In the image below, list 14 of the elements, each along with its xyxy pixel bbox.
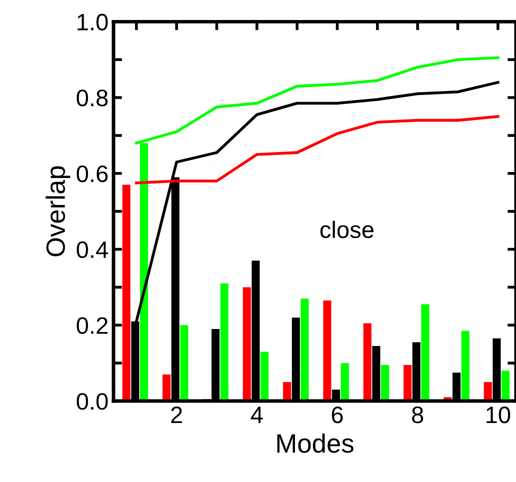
x-tick-label: 6 <box>332 406 343 424</box>
annotation: close <box>320 220 374 238</box>
text: 0.0 <box>76 393 108 410</box>
x-tick-label: 8 <box>412 406 424 424</box>
x-tick-label: 4 <box>250 406 263 423</box>
y-tick-label: 1.0 <box>78 14 108 30</box>
x-axis-title: Modes <box>277 433 354 453</box>
y-tick-label: 0.2 <box>76 317 108 334</box>
y-tick-label: 0.6 <box>76 165 108 182</box>
x-tick-label: 10 <box>486 406 510 424</box>
y-tick-label: 0.8 <box>76 90 108 106</box>
x-tick-label: 2 <box>171 406 182 423</box>
y-axis-title: Overlap <box>46 166 70 256</box>
y-tick-label: 0.4 <box>76 241 108 258</box>
